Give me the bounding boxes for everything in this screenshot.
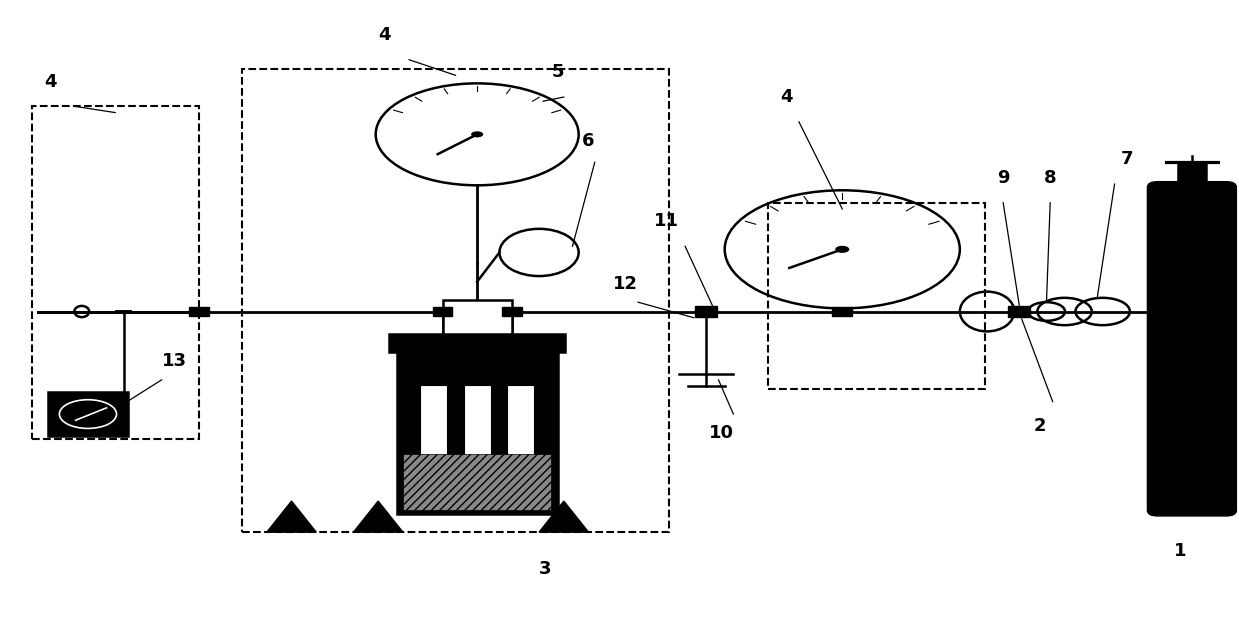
Text: 13: 13 <box>161 352 186 370</box>
Bar <box>507 385 534 501</box>
Bar <box>502 307 522 316</box>
Text: 2: 2 <box>1035 417 1047 435</box>
Text: 12: 12 <box>613 275 638 293</box>
Text: 5: 5 <box>551 63 564 81</box>
Text: 4: 4 <box>43 72 57 90</box>
Bar <box>420 385 447 501</box>
Text: 1: 1 <box>1173 542 1187 560</box>
Bar <box>403 454 551 510</box>
Bar <box>396 352 558 513</box>
Circle shape <box>471 131 483 138</box>
Text: 6: 6 <box>582 131 595 150</box>
Text: 9: 9 <box>997 169 1010 187</box>
Polygon shape <box>539 501 589 532</box>
Bar <box>48 392 128 436</box>
Circle shape <box>835 246 849 253</box>
Bar <box>833 307 852 316</box>
Text: 7: 7 <box>1120 150 1134 168</box>
Bar <box>442 300 512 335</box>
Bar <box>242 69 669 532</box>
Bar <box>1009 306 1031 317</box>
Text: 10: 10 <box>709 424 733 442</box>
Bar <box>695 306 717 317</box>
Bar <box>768 202 985 389</box>
Text: 4: 4 <box>378 26 390 44</box>
FancyBboxPatch shape <box>1149 182 1235 515</box>
Bar <box>389 335 565 352</box>
Text: 3: 3 <box>539 561 551 579</box>
Text: 11: 11 <box>654 212 679 231</box>
Bar <box>463 385 491 501</box>
Bar <box>1178 163 1206 193</box>
Bar <box>432 307 452 316</box>
Text: 4: 4 <box>781 88 793 106</box>
Bar <box>188 307 208 316</box>
Text: 8: 8 <box>1044 169 1057 187</box>
Bar <box>32 107 198 439</box>
Polygon shape <box>266 501 316 532</box>
Polygon shape <box>353 501 403 532</box>
